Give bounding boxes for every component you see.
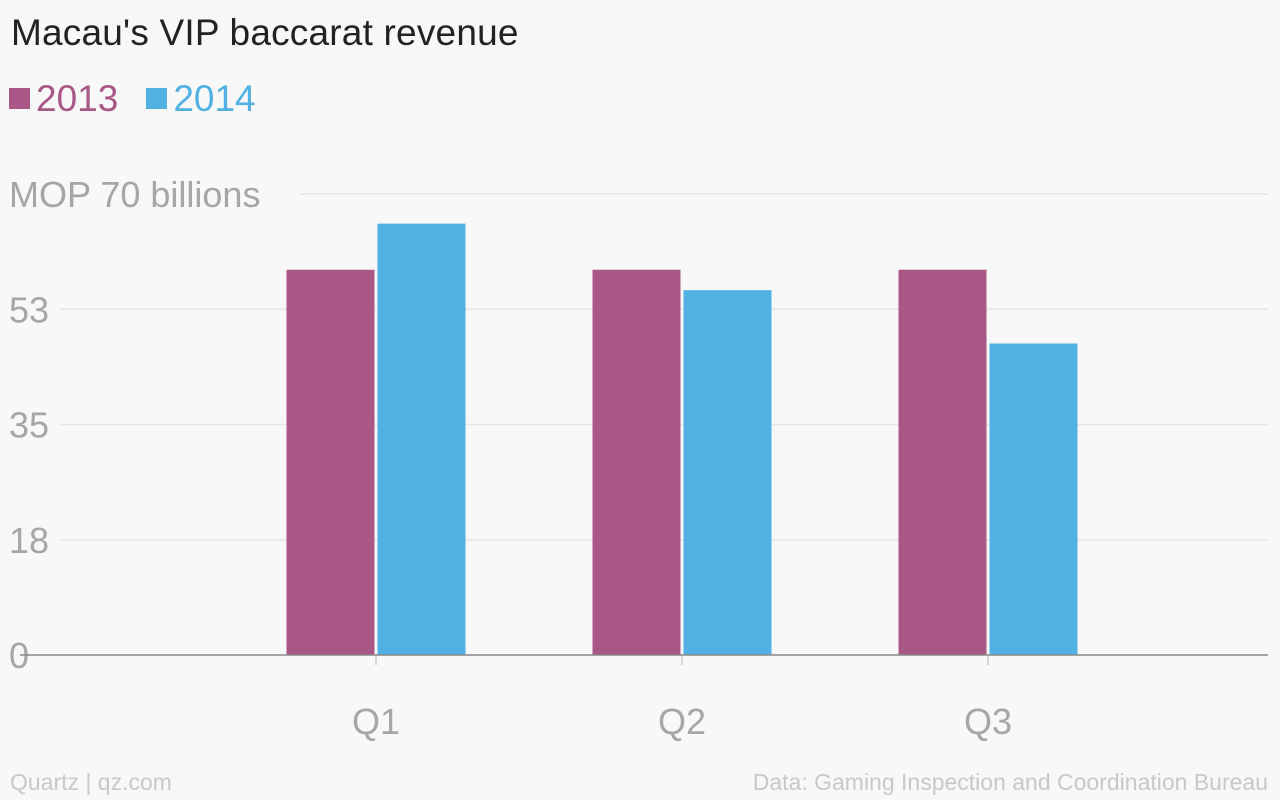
x-tick-label: Q3 [964,701,1012,742]
chart-title: Macau's VIP baccarat revenue [11,12,519,53]
legend-swatch-2013 [9,88,30,109]
y-tick-label: MOP 70 billions [9,174,260,215]
legend-item-2014: 2014 [146,78,256,119]
bar-2013-Q1 [286,269,375,655]
bar-2013-Q3 [898,269,987,655]
y-tick-label: 0 [9,635,29,676]
bar-2014-Q2 [683,290,772,655]
legend-label-2014: 2014 [173,78,256,119]
y-tick-label: 35 [9,405,49,446]
chart-legend: 2013 2014 [9,80,284,117]
legend-item-2013: 2013 [9,80,118,117]
y-tick-label: 53 [9,289,49,330]
footer-credit: Quartz | qz.com [10,769,172,795]
bar-2013-Q2 [592,269,681,655]
x-tick-label: Q1 [352,701,400,742]
legend-label-2013: 2013 [36,78,119,119]
footer-source: Data: Gaming Inspection and Coordination… [752,769,1268,795]
y-tick-label: 18 [9,520,49,561]
bar-2014-Q3 [989,343,1078,655]
x-tick-label: Q2 [658,701,706,742]
bar-2014-Q1 [377,223,466,655]
legend-swatch-2014 [146,88,168,109]
